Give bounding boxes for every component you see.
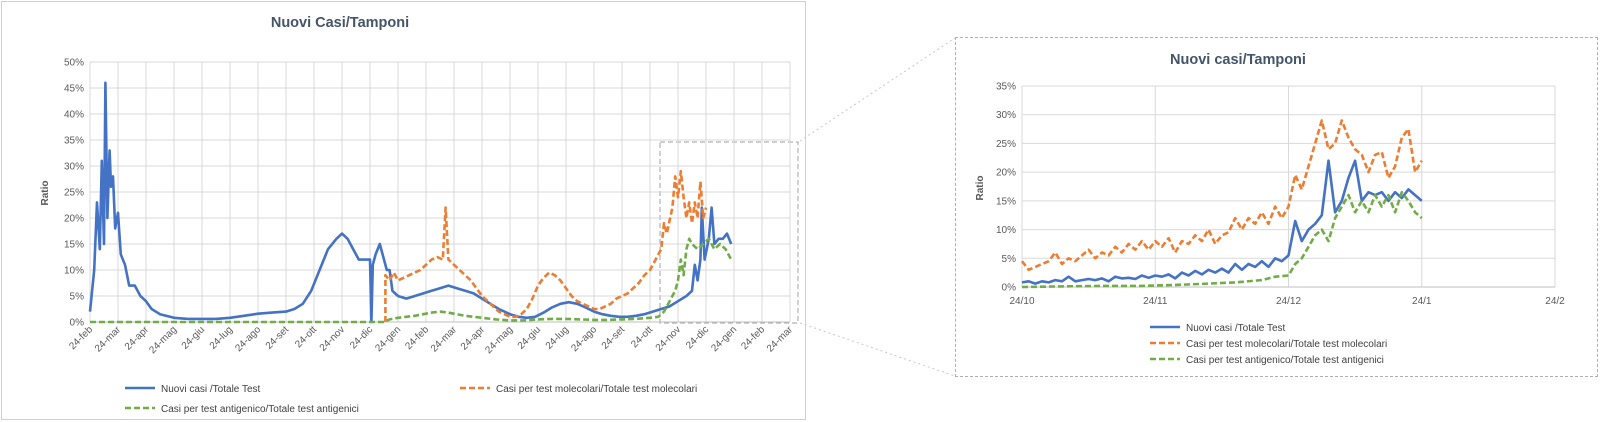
x-tick-label: 24-giu <box>180 324 207 351</box>
x-tick-label: 24-dic <box>684 324 711 351</box>
y-tick-label: 0% <box>70 318 85 329</box>
x-tick-label: 24-mar <box>93 324 124 355</box>
y-tick-label: 15% <box>996 196 1016 207</box>
x-tick-label: 24-ott <box>293 324 319 350</box>
x-tick-label: 24-dic <box>348 324 375 351</box>
legend-label-2: Casi per test molecolari/Totale test mol… <box>1186 339 1387 350</box>
series-line-3 <box>90 237 733 324</box>
x-tick-label: 24-nov <box>318 324 347 353</box>
y-axis-label: Ratio <box>40 181 51 206</box>
y-tick-label: 30% <box>64 162 84 173</box>
x-tick-label: 24-ott <box>629 324 655 350</box>
y-tick-label: 30% <box>996 110 1016 121</box>
x-tick-label: 24/12 <box>1276 296 1301 307</box>
x-tick-label: 24-gen <box>373 324 403 354</box>
y-tick-label: 5% <box>70 292 85 303</box>
zoom-chart-title: Nuovi casi/Tamponi <box>1170 52 1306 68</box>
x-tick-label: 24-ago <box>233 324 263 354</box>
x-tick-label: 24-nov <box>654 324 683 353</box>
x-tick-label: 24-mar <box>765 324 796 355</box>
x-tick-label: 24-feb <box>739 324 767 352</box>
y-tick-label: 0% <box>1002 283 1017 294</box>
x-tick-label: 24/1 <box>1412 296 1432 307</box>
x-tick-label: 24-gen <box>709 324 739 354</box>
x-tick-label: 24-ago <box>569 324 599 354</box>
y-tick-label: 5% <box>1002 254 1017 265</box>
series-line-1 <box>1021 159 1423 285</box>
x-tick-label: 24-set <box>264 324 292 352</box>
x-tick-label: 24-lug <box>544 324 571 351</box>
x-tick-label: 24-mag <box>147 324 179 356</box>
series-line-2 <box>1020 119 1423 272</box>
legend-label-3: Casi per test antigenico/Totale test ant… <box>1186 355 1384 366</box>
y-tick-label: 20% <box>996 168 1016 179</box>
x-tick-label: 24-feb <box>403 324 431 352</box>
zoom-chart: Nuovi casi/Tamponi Ratio 0% 5% 10% 15% 20% 25… <box>975 52 1565 366</box>
legend-label-2: Casi per test molecolari/Totale test mol… <box>496 384 697 395</box>
chart-title: Nuovi Casi/Tamponi <box>271 15 409 31</box>
y-tick-label: 10% <box>64 266 84 277</box>
y-tick-label: 20% <box>64 214 84 225</box>
main-chart: Nuovi Casi/Tamponi Ratio 0% 5% 10% 15% 20% 25… <box>40 15 796 415</box>
x-tick-label: 24/11 <box>1143 296 1168 307</box>
legend-label-1: Nuovi casi /Totale Test <box>161 384 261 395</box>
x-tick-label: 24/2 <box>1545 296 1565 307</box>
x-tick-label: 24-lug <box>208 324 235 351</box>
y-tick-label: 15% <box>64 240 84 251</box>
zoom-connector-bottom <box>799 322 956 377</box>
x-tick-label: 24/10 <box>1009 296 1034 307</box>
y-tick-label: 10% <box>996 225 1016 236</box>
y-tick-label: 50% <box>64 58 84 69</box>
y-tick-label: 35% <box>996 82 1016 93</box>
x-tick-label: 24-set <box>600 324 628 352</box>
series-line-3 <box>1021 190 1423 289</box>
y-tick-label: 35% <box>64 136 84 147</box>
y-tick-label: 25% <box>996 139 1016 150</box>
zoom-y-axis-label: Ratio <box>975 176 986 201</box>
zoom-selection-box <box>659 141 799 324</box>
series-line-2 <box>384 169 708 322</box>
x-tick-label: 24-mar <box>429 324 460 355</box>
y-tick-label: 40% <box>64 110 84 121</box>
legend-label-1: Nuovi casi /Totale Test <box>1186 323 1286 334</box>
zoom-connector-top <box>799 37 956 142</box>
legend-label-3: Casi per test antigenico/Totale test ant… <box>161 404 359 415</box>
y-tick-label: 45% <box>64 84 84 95</box>
x-tick-label: 24-mag <box>483 324 515 356</box>
y-tick-label: 25% <box>64 188 84 199</box>
x-tick-label: 24-giu <box>516 324 543 351</box>
